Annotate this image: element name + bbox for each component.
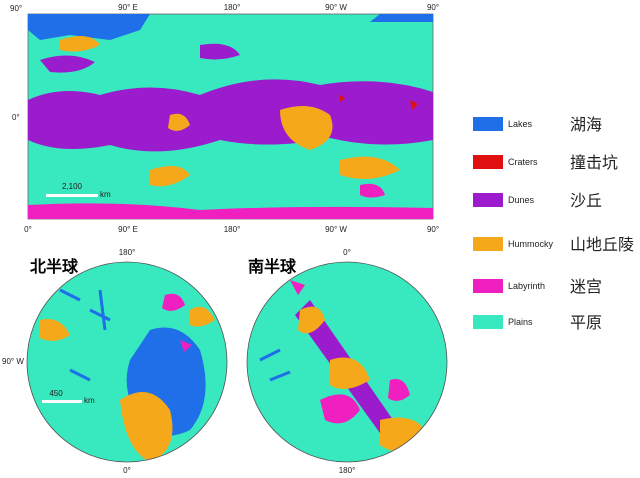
global-map: 2,100 km 90° 0° 90° E 180° 90° W 90° 0° … bbox=[10, 3, 439, 234]
scale-unit: km bbox=[100, 190, 111, 199]
lon-label: 180° bbox=[224, 3, 241, 12]
lon-label: 90° W bbox=[2, 357, 24, 366]
legend-label-zh: 撞击坑 bbox=[570, 153, 618, 172]
lat-label: 90° bbox=[10, 4, 22, 13]
lon-label: 180° bbox=[224, 225, 241, 234]
north-map: 450 km 北半球 180° 90° W 0° bbox=[2, 248, 228, 475]
lon-label: 0° bbox=[123, 466, 131, 475]
lon-label: 180° bbox=[339, 466, 356, 475]
legend-swatch bbox=[473, 117, 503, 131]
legend-label-zh: 山地丘陵 bbox=[570, 235, 634, 254]
legend-swatch bbox=[473, 279, 503, 293]
legend-label-zh: 湖海 bbox=[570, 115, 602, 134]
legend-label-zh: 平原 bbox=[570, 313, 602, 332]
south-map: 南半球 0° 180° bbox=[246, 248, 448, 475]
lon-label: 0° bbox=[24, 225, 32, 234]
legend-label: Plains bbox=[508, 317, 533, 327]
legend-label: Lakes bbox=[508, 119, 533, 129]
lon-label: 90° W bbox=[325, 225, 347, 234]
lon-label: 90° bbox=[427, 3, 439, 12]
scale-value: 2,100 bbox=[62, 182, 83, 191]
legend-swatch bbox=[473, 155, 503, 169]
lon-label: 180° bbox=[119, 248, 136, 257]
scale-value: 450 bbox=[49, 389, 63, 398]
scale-unit: km bbox=[84, 396, 95, 405]
legend-label: Labyrinth bbox=[508, 281, 545, 291]
hemisphere-title: 南半球 bbox=[248, 257, 297, 276]
lon-label: 90° E bbox=[118, 3, 138, 12]
lon-label: 90° E bbox=[118, 225, 138, 234]
lon-label: 90° W bbox=[325, 3, 347, 12]
legend-swatch bbox=[473, 237, 503, 251]
legend-label-zh: 沙丘 bbox=[570, 191, 602, 210]
legend: Lakes 湖海 Craters 撞击坑 Dunes 沙丘 Hummocky 山地丘陵 Laby… bbox=[473, 115, 634, 332]
legend-label: Hummocky bbox=[508, 239, 554, 249]
legend-label: Dunes bbox=[508, 195, 535, 205]
legend-swatch bbox=[473, 315, 503, 329]
lat-label: 0° bbox=[12, 113, 20, 122]
hemisphere-title: 北半球 bbox=[30, 257, 79, 276]
lon-label: 0° bbox=[343, 248, 351, 257]
legend-swatch bbox=[473, 193, 503, 207]
legend-label: Craters bbox=[508, 157, 538, 167]
legend-label-zh: 迷宫 bbox=[570, 277, 602, 296]
lon-label: 90° bbox=[427, 225, 439, 234]
